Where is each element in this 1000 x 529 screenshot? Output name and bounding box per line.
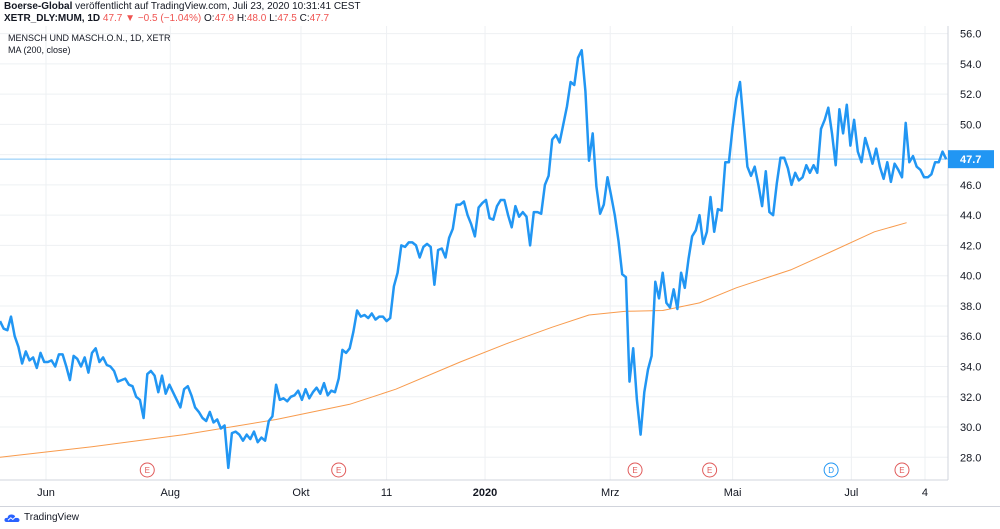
low-label: L: — [269, 13, 278, 24]
earnings-marker — [702, 462, 718, 478]
y-tick-label: 38.0 — [960, 301, 981, 313]
publish-info: Boerse-Global veröffentlicht auf Trading… — [4, 1, 361, 13]
chart-legend: MENSCH UND MASCH.O.N., 1D, XETR MA (200,… — [8, 32, 171, 56]
symbol-label: XETR_DLY:MUM, 1D — [4, 13, 101, 24]
x-tick-label: Mrz — [601, 487, 619, 499]
earnings-marker — [139, 462, 155, 478]
close-label: C: — [299, 13, 310, 24]
price-chart[interactable]: 56.054.052.050.048.046.044.042.040.038.0… — [0, 26, 1000, 506]
y-tick-label: 46.0 — [960, 180, 981, 192]
tradingview-logo[interactable]: TradingView — [4, 512, 79, 523]
earnings-marker — [894, 462, 910, 478]
y-tick-label: 44.0 — [960, 210, 981, 222]
ma-line — [0, 222, 907, 458]
event-label: E — [145, 466, 150, 475]
change-down-icon: ▼ — [125, 13, 136, 24]
last-price-label: 47.7 — [960, 154, 981, 166]
legend-ma: MA (200, close) — [8, 45, 71, 55]
high-value: 48.0 — [246, 13, 267, 24]
ohlc-info: XETR_DLY:MUM, 1D 47.7 ▼ −0.5 (−1.04%) O:… — [4, 13, 329, 25]
event-label: E — [707, 466, 712, 475]
dividend-marker — [823, 462, 839, 478]
chart-header: Boerse-Global veröffentlicht auf Trading… — [0, 0, 1000, 26]
open-label: O: — [204, 13, 215, 24]
x-tick-label: Okt — [292, 487, 309, 499]
low-value: 47.5 — [277, 13, 297, 24]
x-tick-label: 2020 — [473, 487, 497, 499]
y-tick-label: 32.0 — [960, 392, 981, 404]
legend-title: MENSCH UND MASCH.O.N., 1D, XETR — [8, 33, 171, 43]
x-tick-label: Mai — [724, 487, 742, 499]
y-tick-label: 36.0 — [960, 331, 981, 343]
x-tick-label: 4 — [922, 487, 928, 499]
tradingview-cloud-icon — [4, 513, 20, 522]
event-label: D — [828, 466, 834, 475]
x-tick-label: Jun — [37, 487, 55, 499]
open-value: 47.9 — [214, 13, 235, 24]
x-tick-label: 11 — [381, 487, 392, 499]
y-tick-label: 40.0 — [960, 271, 981, 283]
y-tick-label: 42.0 — [960, 240, 981, 252]
price-line — [0, 48, 948, 470]
earnings-marker — [331, 462, 347, 478]
event-label: E — [632, 466, 637, 475]
y-tick-label: 34.0 — [960, 362, 981, 374]
y-tick-label: 56.0 — [960, 29, 981, 41]
y-tick-label: 54.0 — [960, 59, 981, 71]
change-value: −0.5 (−1.04%) — [137, 13, 202, 24]
high-label: H: — [236, 13, 247, 24]
last-value: 47.7 — [102, 13, 123, 24]
x-tick-label: Aug — [160, 487, 180, 499]
earnings-marker — [627, 462, 643, 478]
x-tick-label: Jul — [844, 487, 858, 499]
published-text: veröffentlicht auf TradingView.com, Juli… — [75, 1, 361, 12]
publisher-name[interactable]: Boerse-Global — [4, 1, 73, 12]
y-tick-label: 50.0 — [960, 119, 981, 131]
y-tick-label: 28.0 — [960, 452, 981, 464]
footer-brand: TradingView — [24, 512, 80, 523]
footer: TradingView — [0, 506, 1000, 529]
last-price-marker — [948, 150, 994, 169]
y-tick-label: 52.0 — [960, 89, 981, 101]
close-value: 47.7 — [309, 13, 330, 24]
y-tick-label: 30.0 — [960, 422, 981, 434]
event-label: E — [899, 466, 904, 475]
event-label: E — [336, 466, 341, 475]
